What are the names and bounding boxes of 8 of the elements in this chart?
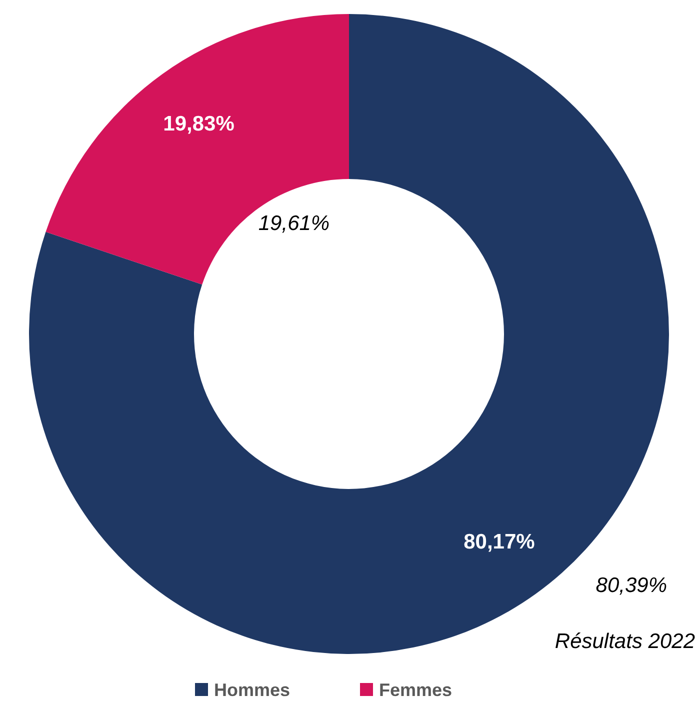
legend-label: Hommes xyxy=(214,680,290,700)
text: 19,61% xyxy=(258,212,330,235)
text: Résultats 2022 xyxy=(554,630,696,653)
data-label: 19,83% xyxy=(163,112,235,136)
donut-slice xyxy=(46,14,349,285)
data-label: 80,17% xyxy=(464,530,536,554)
legend-label: Femmes xyxy=(379,680,452,700)
text: 80,39% xyxy=(596,574,667,597)
